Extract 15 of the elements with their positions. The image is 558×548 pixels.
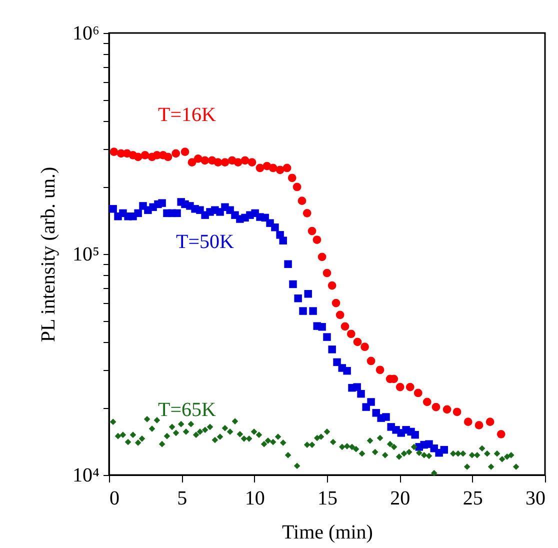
x-tick-label: 30 <box>526 488 546 510</box>
x-tick-label: 5 <box>177 488 188 510</box>
x-tick-label: 10 <box>244 488 265 510</box>
x-tick-label: 25 <box>462 488 483 510</box>
series-label: T=16K <box>158 104 217 126</box>
series-label: T=65K <box>158 399 217 421</box>
y-axis-title: PL intensity (arb. un.) <box>38 166 60 342</box>
x-tick-label: 20 <box>390 488 410 510</box>
x-axis-title: Time (min) <box>282 522 373 544</box>
y-tick-label: 10⁴ <box>72 464 100 486</box>
x-tick-label: 15 <box>318 488 338 510</box>
y-tick-label: 10⁵ <box>72 244 100 266</box>
x-tick-label: 0 <box>110 488 120 510</box>
series-label: T=50K <box>176 231 235 253</box>
y-tick-label: 10⁶ <box>72 22 100 44</box>
